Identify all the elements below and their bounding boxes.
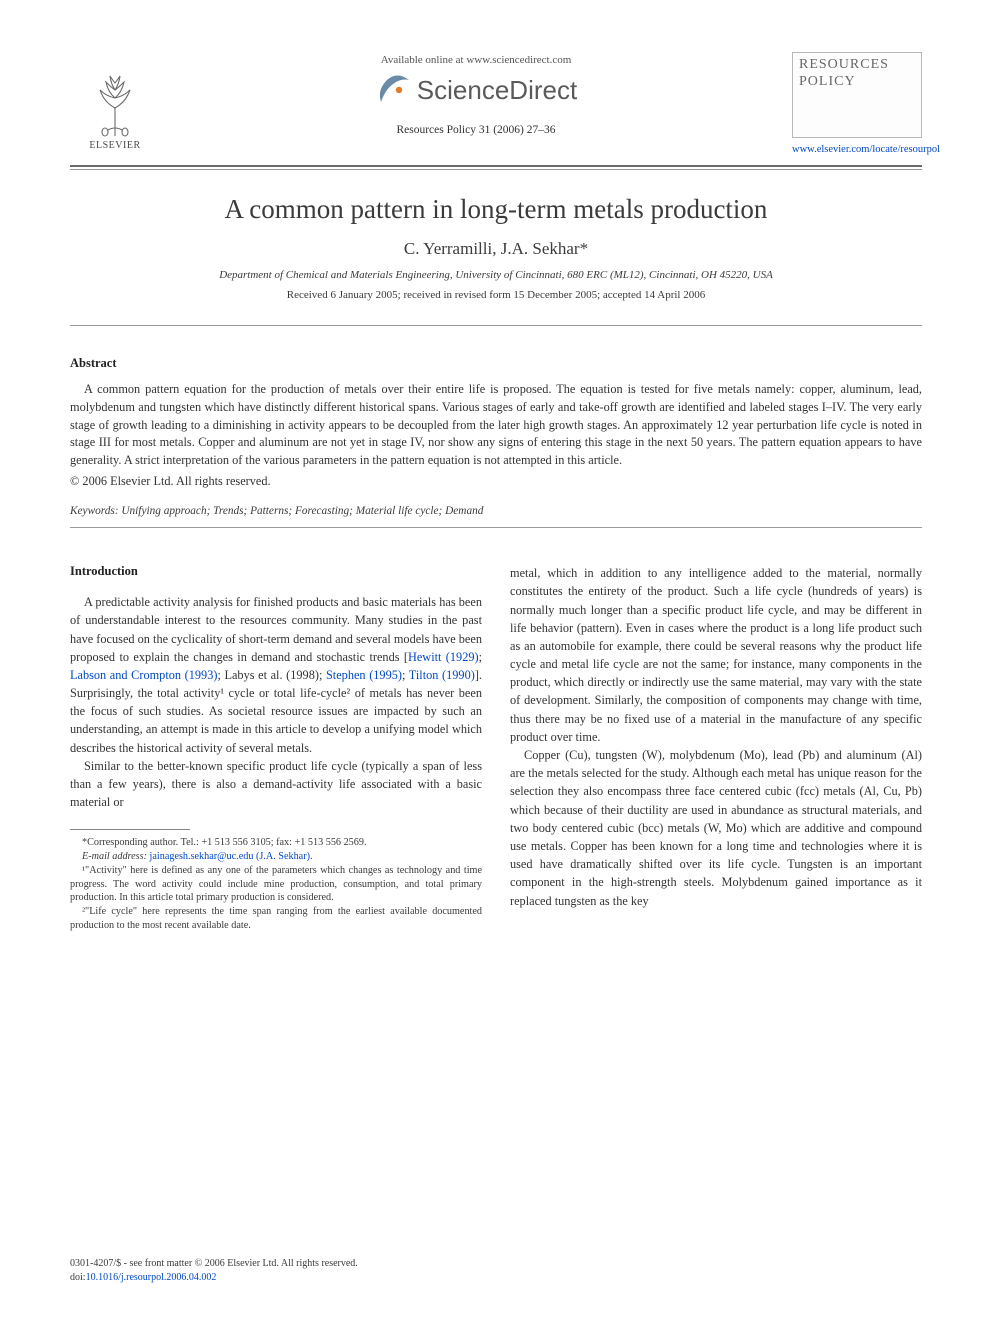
- footnote-1: ¹"Activity" here is defined as any one o…: [70, 864, 482, 905]
- keywords-line: Keywords: Unifying approach; Trends; Pat…: [70, 505, 922, 517]
- intro-paragraph-4: Copper (Cu), tungsten (W), molybdenum (M…: [510, 746, 922, 910]
- header-center: Available online at www.sciencedirect.co…: [160, 48, 792, 136]
- right-column: metal, which in addition to any intellig…: [510, 564, 922, 933]
- elsevier-tree-icon: [86, 68, 144, 138]
- sciencedirect-brand-text: ScienceDirect: [417, 75, 577, 106]
- available-online-text: Available online at www.sciencedirect.co…: [160, 54, 792, 66]
- abstract-copyright: © 2006 Elsevier Ltd. All rights reserved…: [70, 474, 922, 489]
- sep: ;: [479, 650, 482, 664]
- doi-link[interactable]: 10.1016/j.resourpol.2006.04.002: [86, 1272, 217, 1283]
- publisher-logo-block: ELSEVIER: [70, 68, 160, 151]
- citation-labson-1993[interactable]: Labson and Crompton (1993): [70, 668, 217, 682]
- footer-doi-line: doi:10.1016/j.resourpol.2006.04.002: [70, 1271, 358, 1285]
- keywords-rule: [70, 527, 922, 528]
- header-rule-thin: [70, 169, 922, 170]
- footnote-2: ²"Life cycle" here represents the time s…: [70, 905, 482, 933]
- journal-reference: Resources Policy 31 (2006) 27–36: [160, 124, 792, 136]
- paper-header: ELSEVIER Available online at www.science…: [70, 48, 922, 155]
- title-rule: [70, 325, 922, 326]
- left-column: Introduction A predictable activity anal…: [70, 564, 482, 933]
- sciencedirect-swoosh-icon: [375, 72, 411, 108]
- article-dates: Received 6 January 2005; received in rev…: [70, 289, 922, 301]
- sciencedirect-logo: ScienceDirect: [375, 72, 577, 108]
- citation-hewitt-1929[interactable]: Hewitt (1929): [408, 650, 479, 664]
- page-footer: 0301-4207/$ - see front matter © 2006 El…: [70, 1257, 358, 1285]
- footnote-rule: [70, 829, 190, 830]
- footer-copyright: 0301-4207/$ - see front matter © 2006 El…: [70, 1257, 358, 1271]
- body-columns: Introduction A predictable activity anal…: [70, 564, 922, 933]
- author-email-link[interactable]: jainagesh.sekhar@uc.edu (J.A. Sekhar).: [147, 851, 313, 862]
- intro-paragraph-2: Similar to the better-known specific pro…: [70, 757, 482, 812]
- abstract-body: A common pattern equation for the produc…: [70, 381, 922, 470]
- introduction-heading: Introduction: [70, 564, 482, 579]
- article-authors: C. Yerramilli, J.A. Sekhar*: [70, 239, 922, 259]
- article-affiliation: Department of Chemical and Materials Eng…: [70, 269, 922, 281]
- corresponding-author-note: *Corresponding author. Tel.: +1 513 556 …: [70, 836, 482, 850]
- intro-paragraph-3: metal, which in addition to any intellig…: [510, 564, 922, 746]
- citation-stephen-1995[interactable]: Stephen (1995): [326, 668, 402, 682]
- abstract-heading: Abstract: [70, 356, 922, 371]
- journal-cover-block: RESOURCES POLICY www.elsevier.com/locate…: [792, 52, 922, 155]
- article-title: A common pattern in long-term metals pro…: [70, 194, 922, 225]
- journal-homepage-link[interactable]: www.elsevier.com/locate/resourpol: [792, 144, 922, 155]
- keywords-values: Unifying approach; Trends; Patterns; For…: [119, 505, 484, 517]
- email-label: E-mail address:: [82, 851, 147, 862]
- keywords-label: Keywords:: [70, 505, 119, 517]
- header-rule-heavy: [70, 165, 922, 167]
- email-line: E-mail address: jainagesh.sekhar@uc.edu …: [70, 850, 482, 864]
- intro-paragraph-1: A predictable activity analysis for fini…: [70, 593, 482, 757]
- doi-label: doi:: [70, 1272, 86, 1283]
- journal-cover-title: RESOURCES POLICY: [799, 57, 915, 91]
- journal-cover-image: RESOURCES POLICY: [792, 52, 922, 138]
- citation-tilton-1990[interactable]: Tilton (1990): [409, 668, 475, 682]
- sep: ; Labys et al. (1998);: [217, 668, 326, 682]
- sep: ;: [402, 668, 409, 682]
- publisher-label: ELSEVIER: [89, 140, 140, 151]
